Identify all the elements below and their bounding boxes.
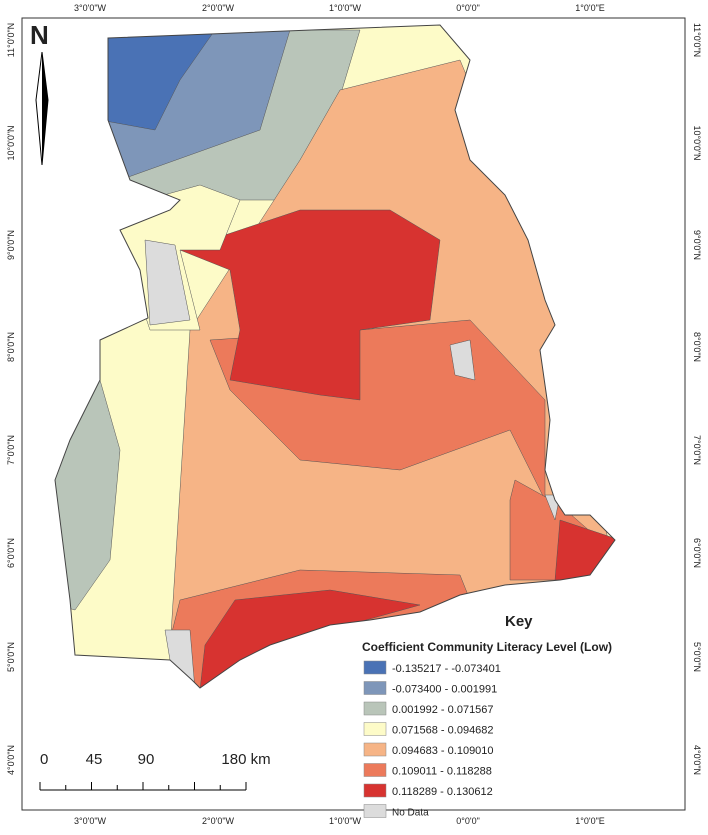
right-coord-label: 9°0'0"N [692, 230, 702, 260]
legend-swatch [363, 660, 387, 675]
top-coord-label: 2°0'0"W [202, 3, 235, 13]
legend-swatch [363, 701, 387, 716]
region [179, 209, 441, 401]
right-coord-label: 4°0'0"N [692, 745, 702, 775]
left-coord-label: 10°0'0"N [6, 125, 16, 160]
left-coord-label: 7°0'0"N [6, 435, 16, 465]
left-coord-label: 11°0'0"N [6, 23, 16, 57]
left-coord-label: 8°0'0"N [6, 332, 16, 362]
legend-label: 0.109011 - 0.118288 [392, 766, 492, 778]
right-coord-label: 5°0'0"N [692, 642, 702, 672]
right-coord-label: 11°0'0"N [692, 23, 702, 57]
coordinate-labels: 3°0'0"W 2°0'0"W 1°0'0"W 0°0'0" 1°0'0"E 3°0'0"… [6, 3, 702, 826]
right-coord-label: 10°0'0"N [692, 125, 702, 160]
scale-label: 90 [138, 751, 155, 768]
region [449, 339, 476, 381]
map-frame [21, 17, 686, 811]
left-coord-label: 5°0'0"N [6, 642, 16, 672]
legend-subtitle: Coefficient Community Literacy Level (Lo… [362, 640, 612, 654]
north-arrow-half [42, 52, 48, 165]
right-coord-label: 6°0'0"N [692, 538, 702, 568]
bottom-coord-label: 3°0'0"W [74, 816, 107, 826]
legend-swatch [363, 804, 387, 818]
north-arrow: N [30, 20, 49, 166]
left-coord-label: 6°0'0"N [6, 538, 16, 568]
legend-swatch [363, 681, 387, 695]
region [554, 519, 615, 581]
left-coord-label: 9°0'0"N [6, 230, 16, 260]
top-coord-label: 1°0'0"W [329, 3, 362, 13]
bottom-coord-label: 2°0'0"W [202, 816, 235, 826]
legend-label: 0.118289 - 0.130612 [392, 786, 493, 798]
legend-label: -0.073400 - 0.001991 [392, 684, 497, 696]
scale-label: 180 km [221, 751, 270, 768]
legend-label: 0.094683 - 0.109010 [392, 745, 494, 757]
scale-label: 0 [40, 751, 48, 768]
legend-title: Key [505, 613, 533, 630]
north-label: N [30, 20, 49, 50]
legend-swatch [363, 783, 387, 798]
bottom-coord-label: 0°0'0" [456, 816, 480, 826]
bottom-coord-label: 1°0'0"W [329, 816, 362, 826]
country-outline [54, 24, 616, 689]
legend-label: -0.135217 - -0.073401 [392, 663, 501, 675]
bottom-coord-label: 1°0'0"E [575, 816, 605, 826]
left-coord-label: 4°0'0"N [6, 745, 16, 775]
legend-swatch [363, 742, 387, 757]
region [144, 239, 191, 326]
scale-label: 45 [86, 751, 103, 768]
legend-label: 0.071568 - 0.094682 [392, 725, 494, 737]
scale-bar: 0 45 90 180 km [39, 751, 271, 791]
legend-swatch [363, 763, 387, 777]
legend-label: 0.001992 - 0.071567 [392, 704, 494, 716]
legend: Key Coefficient Community Literacy Level… [362, 613, 612, 819]
legend-swatch [363, 722, 387, 736]
top-coord-label: 1°0'0"E [575, 3, 605, 13]
right-coord-label: 7°0'0"N [692, 435, 702, 465]
legend-label: No Data [392, 808, 429, 819]
top-coord-label: 3°0'0"W [74, 3, 107, 13]
top-coord-label: 0°0'0" [456, 3, 480, 13]
right-coord-label: 8°0'0"N [692, 332, 702, 362]
